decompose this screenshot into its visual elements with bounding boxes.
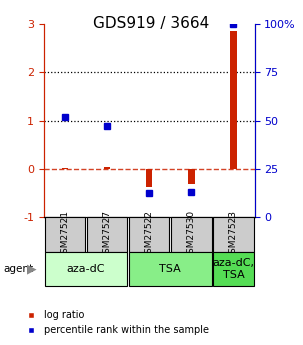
Bar xyxy=(87,217,127,252)
Text: GSM27527: GSM27527 xyxy=(103,210,112,259)
Text: GSM27522: GSM27522 xyxy=(145,210,154,259)
Bar xyxy=(45,217,85,252)
Bar xyxy=(45,252,127,286)
Bar xyxy=(213,252,254,286)
Bar xyxy=(171,217,211,252)
Bar xyxy=(213,217,254,252)
Bar xyxy=(230,31,237,169)
Bar xyxy=(62,168,68,169)
Bar xyxy=(188,169,195,184)
Text: agent: agent xyxy=(3,264,33,274)
Bar xyxy=(146,169,152,187)
Text: GSM27530: GSM27530 xyxy=(187,210,196,259)
Legend: log ratio, percentile rank within the sample: log ratio, percentile rank within the sa… xyxy=(17,306,213,339)
Text: GSM27521: GSM27521 xyxy=(61,210,69,259)
Text: TSA: TSA xyxy=(159,264,181,274)
Text: GSM27523: GSM27523 xyxy=(229,210,238,259)
Bar xyxy=(104,167,110,169)
Bar xyxy=(129,252,211,286)
Bar xyxy=(129,217,169,252)
Text: GDS919 / 3664: GDS919 / 3664 xyxy=(93,16,210,30)
Text: ▶: ▶ xyxy=(27,263,37,276)
Text: aza-dC: aza-dC xyxy=(67,264,105,274)
Text: aza-dC,
TSA: aza-dC, TSA xyxy=(212,258,255,280)
